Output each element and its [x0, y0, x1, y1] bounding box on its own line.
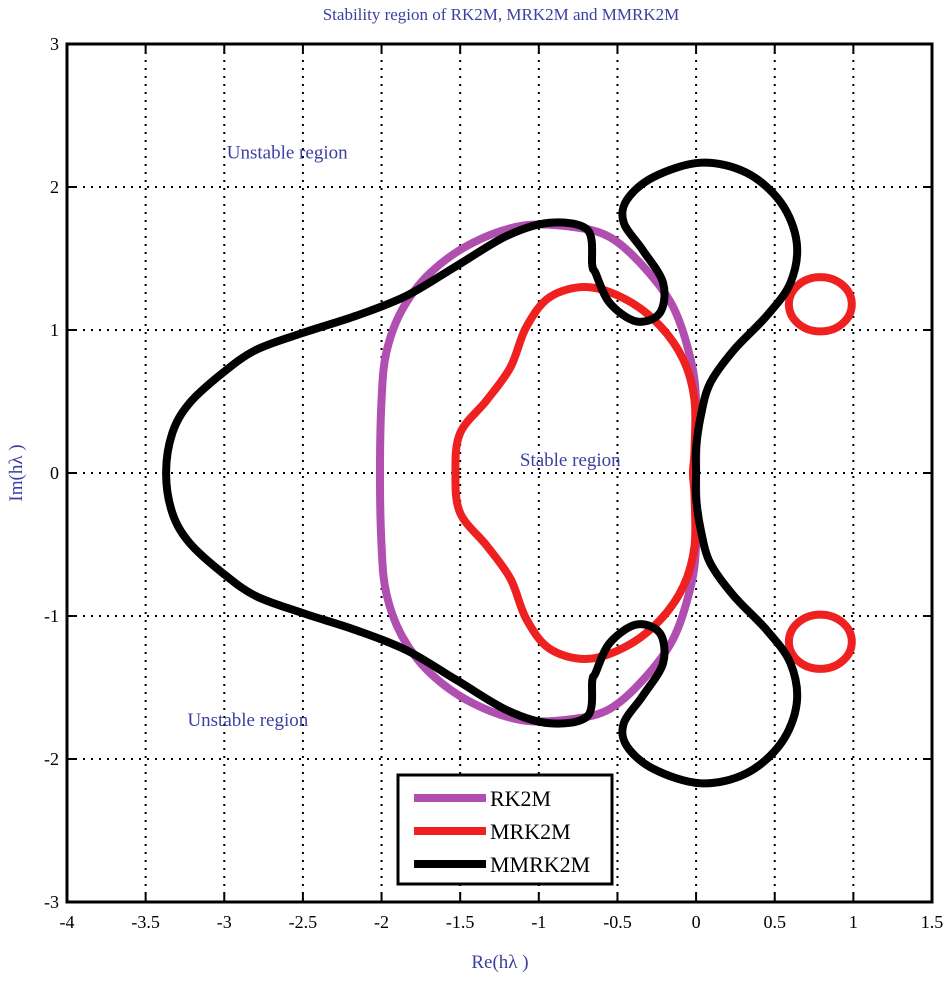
series-mrk2m-island	[784, 273, 856, 336]
ticks: -4 -3.5 -3 -2.5 -2 -1.5 -1 -0.5 0 0.5 1 1.5 -3 -2 -1 0 1…	[44, 34, 943, 932]
y-tick-label: 1	[50, 320, 59, 340]
series-mrk2m-island	[784, 610, 856, 673]
legend-label: MRK2M	[490, 819, 571, 844]
x-tick-label: -3	[217, 912, 232, 932]
curves	[162, 158, 856, 788]
annotation-label: Unstable region	[227, 142, 348, 163]
y-tick-label: -1	[44, 606, 59, 626]
x-tick-label: 1	[849, 912, 858, 932]
y-tick-label: 0	[50, 463, 59, 483]
y-tick-label: -3	[44, 892, 59, 912]
y-axis-label: Im(hλ )	[6, 444, 27, 501]
x-tick-label: -3.5	[131, 912, 160, 932]
chart-title: Stability region of RK2M, MRK2M and MMRK…	[323, 5, 680, 24]
y-tick-label: 3	[50, 34, 59, 54]
x-tick-label: 0.5	[763, 912, 786, 932]
x-tick-label: 1.5	[921, 912, 944, 932]
x-axis-label: Re(hλ )	[471, 952, 528, 973]
x-tick-label: -4	[60, 912, 75, 932]
x-tick-label: -1	[531, 912, 546, 932]
x-tick-label: -1.5	[446, 912, 475, 932]
x-tick-label: -0.5	[603, 912, 632, 932]
x-tick-label: 0	[692, 912, 701, 932]
x-tick-label: -2	[374, 912, 389, 932]
legend: RK2M MRK2M MMRK2M	[396, 773, 614, 886]
annotation-label: Unstable region	[187, 710, 308, 731]
x-tick-label: -2.5	[289, 912, 318, 932]
annotation-label: Stable region	[520, 450, 621, 471]
legend-label: RK2M	[490, 786, 551, 811]
legend-label: MMRK2M	[490, 852, 590, 877]
y-tick-label: 2	[50, 177, 59, 197]
y-tick-label: -2	[44, 749, 59, 769]
series-mmrk2m-curve	[162, 158, 802, 788]
annotations: Unstable region Unstable region Stable reg…	[187, 142, 621, 731]
grid	[67, 44, 932, 902]
